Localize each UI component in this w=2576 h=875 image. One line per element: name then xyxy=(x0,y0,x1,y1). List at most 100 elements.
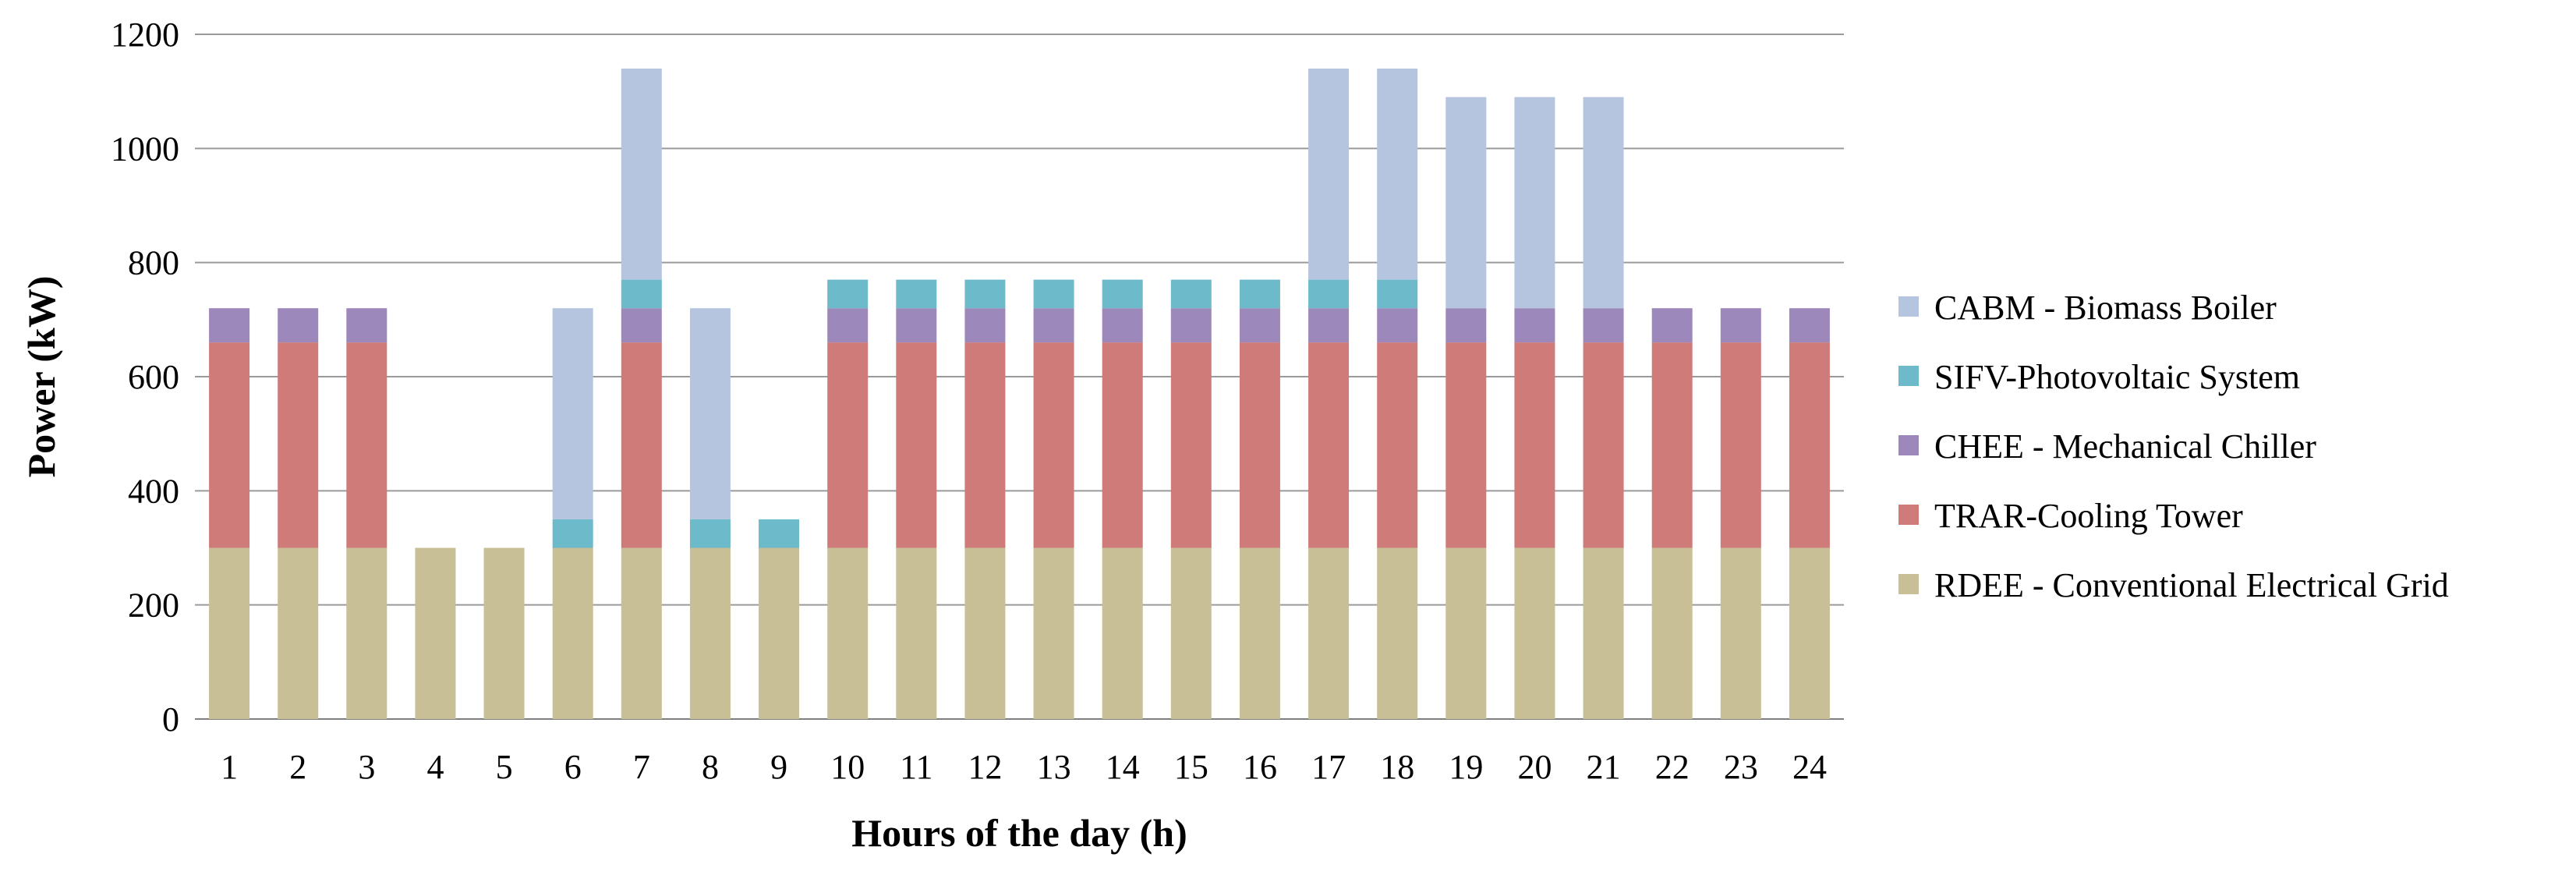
bar-segment xyxy=(621,308,662,343)
bar-segment xyxy=(1239,308,1280,343)
y-tick-label: 200 xyxy=(128,586,179,625)
bar-segment xyxy=(1377,547,1418,719)
x-tick-label: 13 xyxy=(1037,748,1071,786)
bar-segment xyxy=(896,308,937,343)
bar-segment xyxy=(621,68,662,280)
gridlines xyxy=(195,34,1844,720)
bar-segment xyxy=(552,308,593,519)
bar-segment xyxy=(1514,97,1555,309)
bar-segment xyxy=(1033,342,1074,548)
x-tick-label: 22 xyxy=(1655,748,1690,786)
bar-segment xyxy=(1583,547,1624,719)
legend-label: TRAR-Cooling Tower xyxy=(1934,497,2243,535)
x-tick-label: 14 xyxy=(1106,748,1140,786)
x-tick-label: 1 xyxy=(221,748,238,786)
legend-label: SIFV-Photovoltaic System xyxy=(1934,358,2300,396)
y-tick-label: 1200 xyxy=(111,16,179,54)
y-tick-label: 400 xyxy=(128,472,179,510)
bar-segment xyxy=(346,547,387,719)
legend-label: RDEE - Conventional Electrical Grid xyxy=(1934,566,2449,604)
bar-segment xyxy=(1445,342,1487,548)
bar-segment xyxy=(689,547,731,719)
x-tick-label: 4 xyxy=(426,748,444,786)
bar-segment xyxy=(1170,547,1212,719)
bar-segment xyxy=(278,342,319,548)
bar-segment xyxy=(1308,342,1350,548)
bar-segment xyxy=(1239,279,1280,309)
bar-segment xyxy=(552,519,593,548)
x-tick-label: 16 xyxy=(1243,748,1277,786)
bar-segment xyxy=(1789,547,1830,719)
x-tick-label: 7 xyxy=(633,748,650,786)
bar-segment xyxy=(964,547,1006,719)
bar-segment xyxy=(1651,308,1693,343)
x-tick-label: 3 xyxy=(358,748,375,786)
y-tick-label: 1000 xyxy=(111,129,179,168)
x-tick-label: 12 xyxy=(968,748,1002,786)
bar-segment xyxy=(415,547,456,719)
legend-swatch xyxy=(1898,435,1919,455)
legend-label: CABM - Biomass Boiler xyxy=(1934,289,2277,327)
x-tick-label: 10 xyxy=(830,748,865,786)
y-tick-label: 800 xyxy=(128,244,179,282)
bar-segment xyxy=(209,342,250,548)
bar-segment xyxy=(1102,308,1143,343)
bar-segment xyxy=(759,547,800,719)
x-tick-label: 18 xyxy=(1380,748,1414,786)
bar-segment xyxy=(1583,342,1624,548)
bar-segment xyxy=(964,342,1006,548)
x-tick-label: 6 xyxy=(564,748,582,786)
x-axis-title: Hours of the day (h) xyxy=(851,811,1187,855)
bar-segment xyxy=(1308,547,1350,719)
bar-segment xyxy=(1239,547,1280,719)
legend-swatch xyxy=(1898,505,1919,525)
bar-segment xyxy=(1651,342,1693,548)
x-tick-label: 2 xyxy=(289,748,306,786)
x-tick-label: 5 xyxy=(496,748,513,786)
bar-segment xyxy=(1445,97,1487,309)
bar-segment xyxy=(346,308,387,343)
bar-segment xyxy=(1102,547,1143,719)
bar-segment xyxy=(1377,308,1418,343)
bar-segment xyxy=(621,547,662,719)
bar-segment xyxy=(1651,547,1693,719)
legend-label: CHEE - Mechanical Chiller xyxy=(1934,427,2316,466)
bar-segment xyxy=(896,279,937,309)
bar-segment xyxy=(1377,342,1418,548)
bar-segment xyxy=(827,279,869,309)
bar-segment xyxy=(621,279,662,309)
bar-segment xyxy=(483,547,525,719)
x-tick-label: 17 xyxy=(1311,748,1346,786)
x-tick-label: 20 xyxy=(1517,748,1552,786)
y-tick-labels: 0 200 400 600 800 1000 1200 xyxy=(111,16,179,739)
bar-segment xyxy=(759,519,800,548)
bar-segment xyxy=(1789,308,1830,343)
bar-segment xyxy=(1514,308,1555,343)
legend-swatch xyxy=(1898,366,1919,386)
y-tick-label: 0 xyxy=(162,700,179,739)
bar-segment xyxy=(1720,547,1761,719)
x-tick-labels: 1 2 3 4 5 6 7 8 9 10 11 12 13 14 15 16 17 18 19 20 21 22 23 24 xyxy=(221,748,1827,786)
bar-segment xyxy=(1102,342,1143,548)
bar-segment xyxy=(896,342,937,548)
bar-segment xyxy=(1720,308,1761,343)
bar-segment xyxy=(689,308,731,519)
x-tick-label: 21 xyxy=(1587,748,1621,786)
y-axis-title: Power (kW) xyxy=(19,276,63,478)
bar-segment xyxy=(1170,279,1212,309)
legend-swatch xyxy=(1898,574,1919,594)
x-tick-label: 8 xyxy=(702,748,719,786)
bar-segment xyxy=(1239,342,1280,548)
bar-segment xyxy=(278,547,319,719)
bar-segment xyxy=(552,547,593,719)
bar-segment xyxy=(827,547,869,719)
bar-segment xyxy=(1033,279,1074,309)
bars xyxy=(209,68,1830,719)
x-tick-label: 11 xyxy=(900,748,932,786)
bar-segment xyxy=(209,308,250,343)
bar-segment xyxy=(896,547,937,719)
x-tick-label: 9 xyxy=(770,748,787,786)
bar-segment xyxy=(1308,68,1350,280)
bar-segment xyxy=(1445,547,1487,719)
bar-segment xyxy=(964,308,1006,343)
